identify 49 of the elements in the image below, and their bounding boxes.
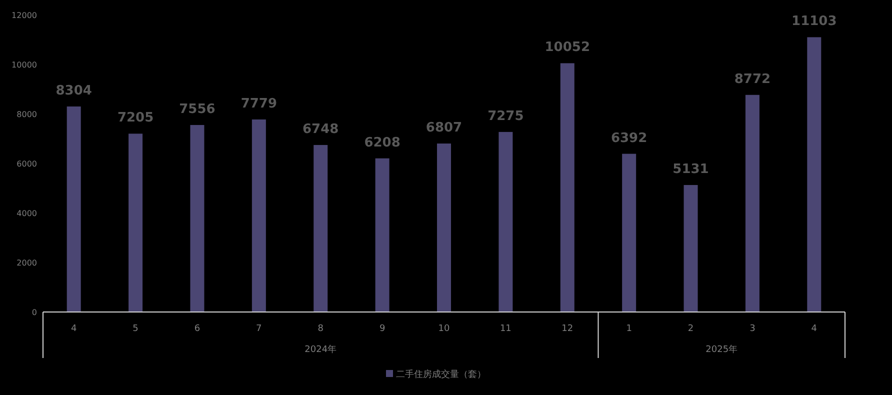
data-label: 6392 — [610, 130, 648, 146]
bar — [314, 144, 328, 312]
data-label: 6208 — [364, 135, 400, 150]
x-tick-label: 4 — [811, 324, 818, 334]
data-label: 7779 — [240, 96, 278, 112]
data-label: 8772 — [734, 72, 771, 87]
y-tick-label: 12000 — [12, 11, 37, 20]
x-tick-label: 10 — [438, 324, 450, 334]
y-tick-label: 6000 — [16, 160, 37, 168]
bar — [684, 185, 698, 312]
data-label: 11103 — [792, 14, 837, 30]
data-label: 10052 — [544, 40, 590, 56]
y-tick-label: 4000 — [16, 209, 37, 218]
data-label: 5131 — [672, 162, 709, 178]
x-tick-label: 6 — [194, 324, 200, 334]
data-label: 6748 — [302, 122, 339, 137]
x-tick-label: 12 — [562, 324, 574, 334]
data-label: 6807 — [426, 120, 462, 136]
x-tick-label: 8 — [318, 324, 324, 334]
bar — [128, 134, 143, 312]
x-tick-label: 4 — [70, 324, 77, 334]
x-tick-label: 5 — [132, 324, 138, 334]
x-tick-label: 2 — [688, 324, 694, 334]
bar — [807, 37, 822, 312]
text: 2024年 — [304, 344, 337, 355]
data-label: 7205 — [117, 110, 154, 126]
y-tick-label: 10000 — [12, 60, 37, 70]
text: 2025年 — [706, 344, 738, 355]
x-tick-label: 9 — [379, 324, 386, 334]
bar — [375, 158, 390, 312]
y-tick-label: 8000 — [16, 110, 37, 119]
y-tick-label: 0 — [32, 308, 37, 317]
bar — [190, 124, 204, 312]
bar — [498, 132, 513, 312]
x-tick-label: 7 — [256, 324, 262, 334]
x-tick-label: 3 — [750, 324, 756, 334]
y-tick-label: 2000 — [16, 258, 37, 268]
bar — [437, 144, 451, 312]
data-label: 7556 — [179, 102, 216, 117]
bar — [745, 94, 760, 312]
x-tick-label: 1 — [626, 324, 632, 334]
data-label: 7275 — [488, 108, 524, 124]
data-label: 8304 — [56, 83, 92, 98]
legend-label: 二手住房成交量（套） — [396, 369, 486, 380]
x-tick-label: 11 — [500, 324, 512, 334]
bar — [622, 154, 636, 312]
bar — [560, 63, 574, 312]
bar — [66, 106, 81, 312]
bar — [252, 119, 266, 312]
